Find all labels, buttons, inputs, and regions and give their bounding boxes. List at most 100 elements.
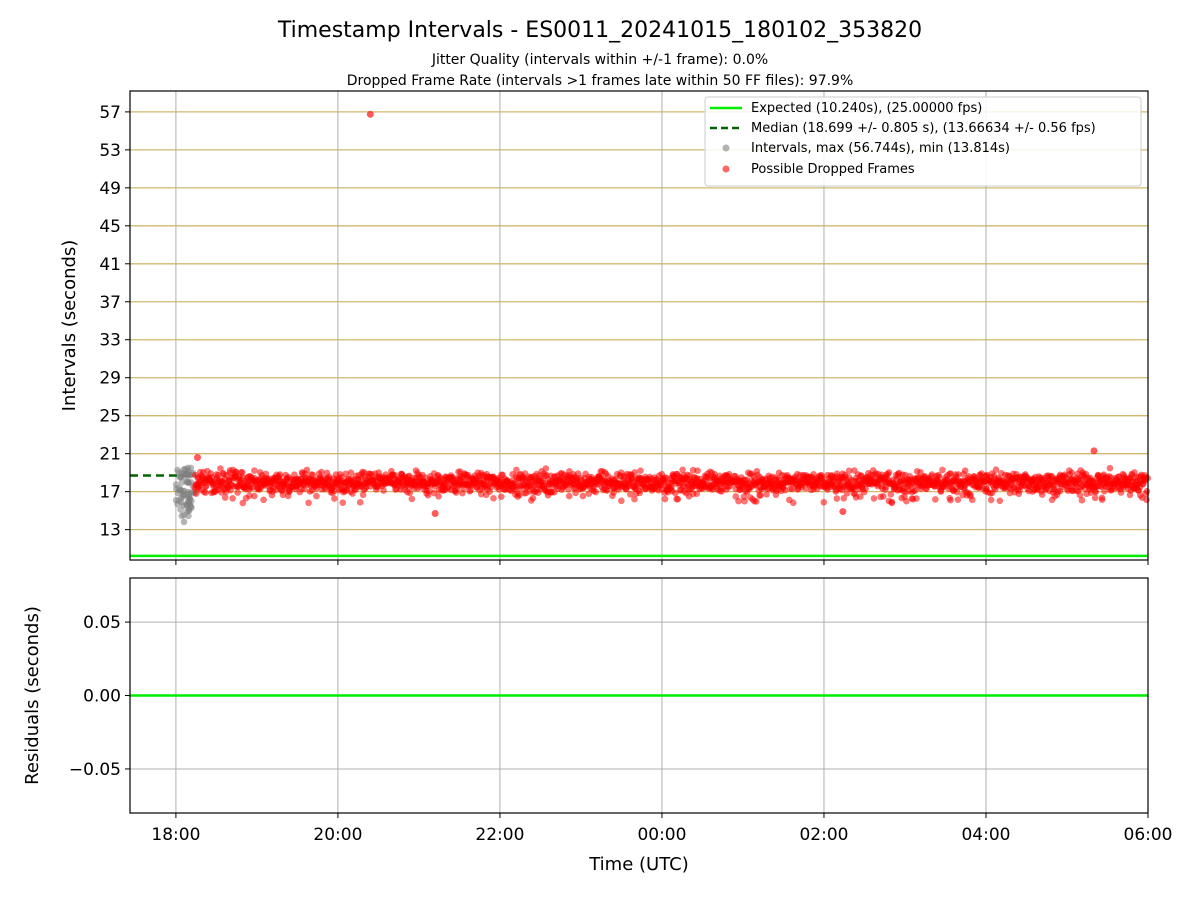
dropped-frame-point	[1090, 447, 1098, 455]
interval-point	[184, 467, 192, 475]
interval-point	[180, 491, 187, 499]
legend-box	[704, 96, 1142, 187]
top-y-tick-label: 45	[99, 217, 121, 237]
dropped-frame-point	[229, 495, 236, 502]
x-tick-label: 02:00	[799, 825, 848, 845]
dropped-frame-point	[618, 497, 625, 505]
dropped-frame-point	[631, 495, 638, 503]
dropped-frame-point	[239, 469, 246, 476]
dropped-frame-point	[356, 499, 364, 506]
top-y-tick-label: 13	[99, 521, 121, 541]
dropped-frame-point	[251, 467, 258, 474]
legend-intervals-label: Intervals, max (56.744s), min (13.814s)	[751, 141, 1010, 156]
dropped-frame-point	[674, 495, 682, 503]
dropped-frame-point	[309, 471, 316, 479]
dropped-frame-point	[911, 487, 919, 494]
x-tick-label: 20:00	[313, 825, 362, 845]
dropped-frame-point	[637, 467, 644, 474]
dropped-frame-point	[833, 495, 841, 502]
dropped-frame-point	[366, 110, 374, 118]
dropped-frame-point	[260, 496, 267, 504]
dropped-frame-point	[246, 492, 253, 499]
bottom-x-ticks: 18:00 20:00 22:00 00:00 02:00 04:00 06:00	[151, 813, 1173, 845]
dropped-frame-point	[1092, 488, 1100, 496]
dropped-frame-point	[234, 489, 241, 496]
dropped-frame-point	[477, 490, 485, 498]
dropped-frame-point	[856, 493, 864, 500]
top-y-tick-label: 21	[99, 445, 121, 465]
chart-subtitle-dropped: Dropped Frame Rate (intervals >1 frames …	[347, 73, 854, 89]
dropped-frame-point	[788, 485, 796, 493]
interval-point	[177, 473, 184, 480]
dropped-frame-point	[840, 494, 848, 502]
dropped-frame-point	[781, 486, 789, 494]
dropped-frame-point	[694, 467, 701, 475]
dropped-frame-point	[529, 494, 537, 502]
legend-dropped-swatch	[722, 165, 730, 173]
bottom-y-axis-label: Residuals (seconds)	[22, 606, 43, 785]
top-y-tick-label: 37	[99, 293, 121, 313]
dropped-frame-point	[490, 494, 497, 502]
residuals-panel: 0.05 0.00 −0.05 18:00 20:00 22:00 00:00 02:00 0…	[22, 577, 1173, 875]
interval-point	[184, 479, 192, 486]
x-tick-label: 22:00	[475, 825, 524, 845]
dropped-frame-point	[579, 492, 587, 500]
dropped-frame-point	[1091, 494, 1099, 502]
dropped-frame-point	[631, 469, 639, 476]
dropped-frame-point	[1143, 487, 1151, 495]
interval-point	[185, 512, 192, 520]
dropped-frame-point	[313, 492, 320, 500]
interval-points	[172, 110, 1152, 526]
dropped-frame-point	[380, 487, 387, 494]
dropped-frame-point	[955, 471, 962, 478]
dropped-frame-point	[935, 473, 943, 481]
dropped-frame-point	[789, 499, 797, 507]
legend-intervals-swatch	[722, 144, 730, 152]
dropped-frame-point	[1078, 496, 1086, 504]
top-y-tick-label: 41	[99, 255, 121, 275]
intervals-panel: 13 17 21 25 29 33 37 41 45 49 53 57 Intervals (seco…	[59, 90, 1152, 565]
top-y-ticks: 13 17 21 25 29 33 37 41 45 49 53 57	[99, 103, 130, 541]
dropped-frame-point	[585, 490, 593, 497]
dropped-frame-point	[279, 491, 287, 499]
x-tick-label: 04:00	[961, 825, 1010, 845]
dropped-frame-point	[954, 496, 962, 503]
dropped-frame-point	[843, 490, 851, 497]
dropped-frame-point	[318, 468, 325, 476]
dropped-frame-point	[885, 469, 893, 476]
top-x-ticks	[175, 560, 1149, 565]
dropped-frame-point	[331, 487, 338, 495]
dropped-frame-point	[932, 496, 939, 503]
x-tick-label: 18:00	[151, 825, 200, 845]
dropped-frame-point	[968, 496, 976, 504]
dropped-frame-point	[430, 489, 438, 497]
dropped-frame-point	[331, 495, 338, 502]
interval-point	[172, 496, 180, 504]
interval-point	[178, 512, 186, 520]
legend-dropped-label: Possible Dropped Frames	[751, 162, 915, 177]
dropped-frame-point	[347, 469, 355, 476]
dropped-frame-point	[903, 497, 910, 505]
dropped-frame-point	[693, 490, 701, 497]
dropped-frame-point	[565, 492, 573, 500]
dropped-frame-point	[406, 489, 414, 497]
dropped-frame-point	[741, 497, 748, 505]
dropped-frame-point	[192, 490, 200, 497]
top-y-tick-label: 57	[99, 103, 121, 123]
dropped-frame-point	[987, 496, 995, 504]
dropped-frame-point	[947, 470, 954, 477]
dropped-frame-point	[408, 495, 416, 503]
dropped-frame-point	[515, 491, 523, 499]
dropped-frame-point	[435, 492, 442, 500]
dropped-frame-point	[303, 466, 311, 474]
dropped-frame-point	[342, 470, 350, 478]
top-y-axis-label: Intervals (seconds)	[59, 240, 80, 412]
dropped-frame-point	[431, 509, 439, 517]
top-y-tick-label: 33	[99, 331, 121, 351]
dropped-frame-point	[301, 485, 308, 493]
top-y-tick-label: 17	[99, 483, 121, 503]
interval-point	[178, 479, 186, 486]
legend-expected-label: Expected (10.240s), (25.00000 fps)	[751, 101, 982, 116]
dropped-frame-point	[996, 497, 1004, 505]
dropped-frame-point	[939, 466, 946, 474]
